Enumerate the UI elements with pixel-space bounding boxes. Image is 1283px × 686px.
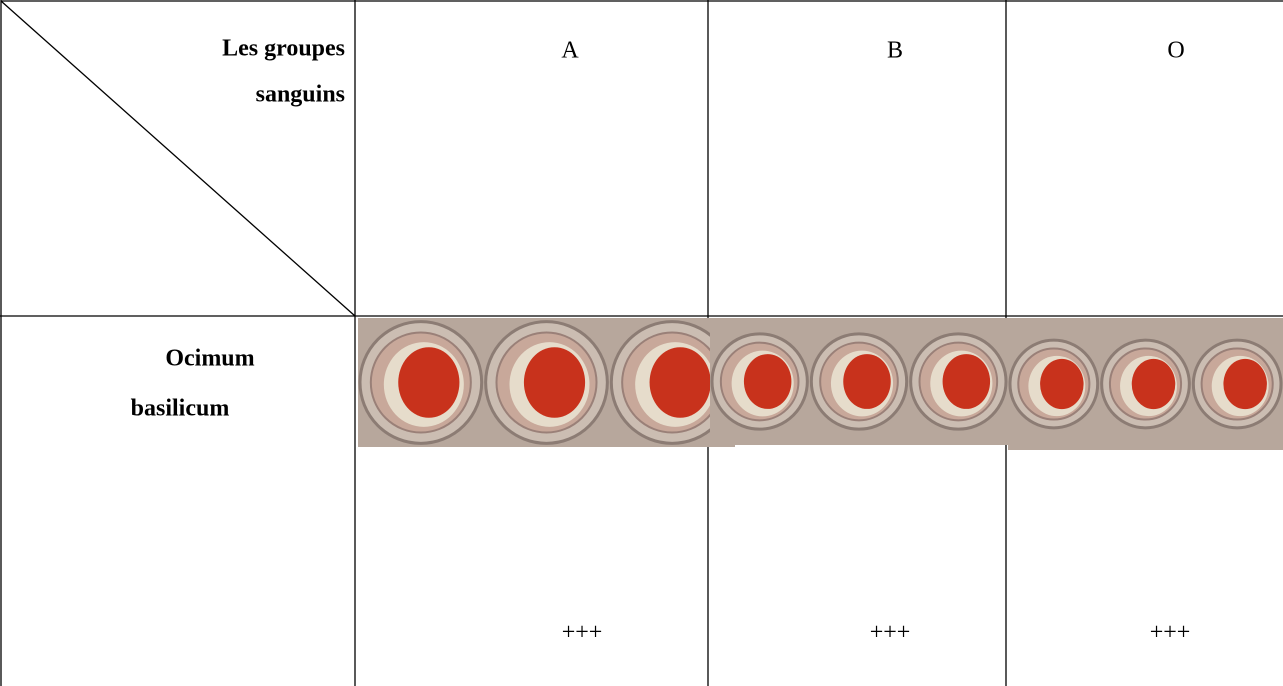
blood-drop — [744, 354, 791, 409]
blood-drop — [1132, 359, 1176, 409]
row-label: basilicum — [131, 396, 230, 422]
photos — [358, 318, 1283, 450]
blood-drop — [524, 347, 585, 418]
column-header: B — [887, 38, 903, 64]
blood-drop — [943, 354, 990, 409]
blood-drop — [650, 347, 711, 418]
blood-drop — [398, 347, 459, 418]
blood-drop — [843, 354, 890, 409]
column-header: A — [561, 38, 579, 64]
corner-top: Les groupes — [222, 36, 345, 62]
blood-drop — [1223, 359, 1267, 409]
corner-bottom: sanguins — [256, 82, 345, 108]
result: +++ — [562, 620, 603, 646]
blood-drop — [1040, 359, 1084, 409]
result: +++ — [1150, 620, 1191, 646]
page: Les groupes sanguins A B O Ocimum basili… — [0, 0, 1283, 686]
row-label: Ocimum — [165, 346, 254, 372]
table: Les groupes sanguins A B O Ocimum basili… — [0, 0, 1283, 686]
result: +++ — [870, 620, 911, 646]
column-header: O — [1167, 38, 1184, 64]
